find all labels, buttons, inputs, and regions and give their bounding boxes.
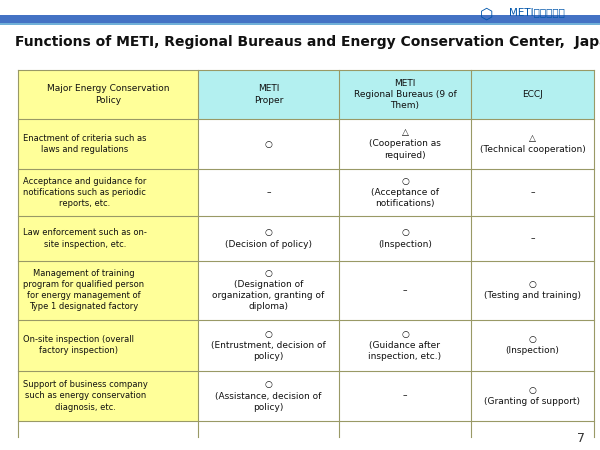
Bar — [471, 216, 594, 261]
Text: ○
(Granting of support): ○ (Granting of support) — [485, 386, 581, 406]
Text: ○
(Designation of
organization, granting of
diploma): ○ (Designation of organization, granting… — [212, 269, 325, 311]
Bar — [339, 119, 471, 169]
Bar — [339, 216, 471, 261]
Bar — [198, 320, 339, 371]
Bar — [471, 371, 594, 421]
Bar — [18, 261, 198, 320]
Text: ○
(Guidance after
inspection, etc.): ○ (Guidance after inspection, etc.) — [368, 330, 442, 361]
Bar — [0, 22, 600, 25]
Text: Support of business company
such as energy conservation
diagnosis, etc.: Support of business company such as ener… — [23, 380, 148, 412]
Bar — [471, 261, 594, 320]
Text: ○
(Inspection): ○ (Inspection) — [506, 335, 559, 356]
Bar — [18, 320, 198, 371]
Text: △
(Cooperation as
required): △ (Cooperation as required) — [369, 128, 441, 160]
Text: METI経済産業省: METI経済産業省 — [509, 7, 565, 17]
Text: METI
Regional Bureaus (9 of
Them): METI Regional Bureaus (9 of Them) — [353, 79, 457, 110]
Text: ○
(Inspection): ○ (Inspection) — [378, 229, 432, 248]
Bar — [471, 70, 594, 119]
Text: –: – — [403, 392, 407, 400]
Text: ○
(Decision of policy): ○ (Decision of policy) — [225, 229, 312, 248]
Text: ○
(Assistance, decision of
policy): ○ (Assistance, decision of policy) — [215, 380, 322, 412]
Text: Functions of METI, Regional Bureaus and Energy Conservation Center,  Japan (ECCJ: Functions of METI, Regional Bureaus and … — [15, 35, 600, 49]
Bar — [339, 371, 471, 421]
Text: ○
(Entrustment, decision of
policy): ○ (Entrustment, decision of policy) — [211, 330, 326, 361]
Text: –: – — [403, 286, 407, 295]
Text: ○
(Acceptance of
notifications): ○ (Acceptance of notifications) — [371, 177, 439, 208]
Bar — [198, 371, 339, 421]
Text: 7: 7 — [577, 432, 585, 445]
Text: METI
Proper: METI Proper — [254, 85, 283, 104]
Text: ○
(Testing and training): ○ (Testing and training) — [484, 280, 581, 300]
Bar — [198, 169, 339, 216]
Bar — [0, 15, 600, 22]
Bar — [18, 70, 198, 119]
Text: Major Energy Conservation
Policy: Major Energy Conservation Policy — [47, 85, 169, 104]
Bar — [18, 169, 198, 216]
Bar — [18, 119, 198, 169]
Text: Acceptance and guidance for
notifications such as periodic
reports, etc.: Acceptance and guidance for notification… — [23, 177, 146, 208]
Bar — [339, 261, 471, 320]
Text: △
(Technical cooperation): △ (Technical cooperation) — [479, 134, 586, 154]
Bar — [198, 119, 339, 169]
Text: –: – — [530, 188, 535, 197]
Text: ECCJ: ECCJ — [522, 90, 543, 99]
Bar — [471, 320, 594, 371]
Text: Management of training
program for qualified person
for energy management of
Typ: Management of training program for quali… — [23, 269, 144, 311]
Text: Law enforcement such as on-
site inspection, etc.: Law enforcement such as on- site inspect… — [23, 229, 146, 248]
Bar — [198, 216, 339, 261]
Bar — [339, 70, 471, 119]
Text: –: – — [266, 188, 271, 197]
Bar — [18, 216, 198, 261]
Bar — [198, 70, 339, 119]
Text: On-site inspection (overall
factory inspection): On-site inspection (overall factory insp… — [23, 335, 134, 356]
Text: ○: ○ — [265, 140, 272, 148]
Text: –: – — [530, 234, 535, 243]
Bar — [198, 261, 339, 320]
Text: Enactment of criteria such as
laws and regulations: Enactment of criteria such as laws and r… — [23, 134, 146, 154]
Text: ⬡: ⬡ — [480, 7, 493, 22]
Bar — [339, 169, 471, 216]
Bar — [471, 169, 594, 216]
Bar — [18, 371, 198, 421]
Bar — [471, 119, 594, 169]
Bar — [339, 320, 471, 371]
